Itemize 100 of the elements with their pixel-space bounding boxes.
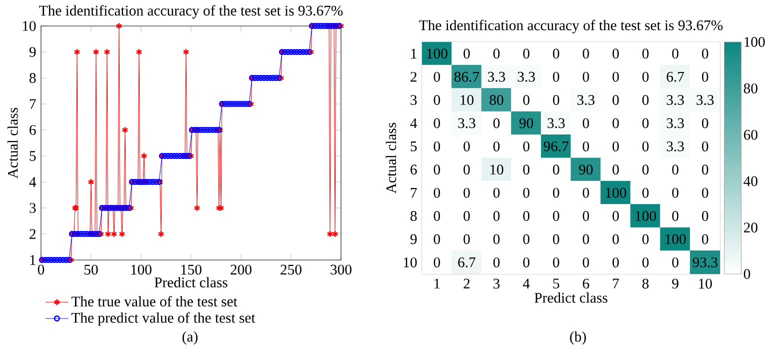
data-label: 93.3	[692, 257, 718, 268]
color-bar-label: 80	[744, 83, 758, 94]
data-label: 0	[523, 234, 530, 244]
data-label: 0	[434, 257, 440, 268]
data-label: 96.7	[544, 141, 568, 152]
x-axis-title: Predict class	[534, 292, 608, 303]
y-axis-title: Actual class	[8, 108, 18, 178]
y-tick-label: 5	[410, 142, 417, 152]
data-label: 0	[464, 188, 470, 198]
y-tick-label: 6	[30, 125, 36, 135]
data-label: 90	[519, 118, 534, 128]
x-axis-title: Predict class	[154, 277, 228, 288]
data-label: 3.3	[518, 72, 535, 82]
data-label: 0	[642, 95, 649, 105]
data-label: 0	[672, 164, 678, 175]
data-label: 0	[464, 48, 470, 59]
data-label: 0	[582, 48, 590, 59]
color-bar-label: 100	[744, 37, 765, 47]
data-label: 0	[582, 234, 590, 244]
data-label: 0	[434, 141, 440, 152]
data-label: 0	[434, 72, 440, 82]
y-tick-label: 1	[30, 255, 36, 265]
data-label: 0	[582, 118, 590, 128]
data-label: 6.7	[666, 72, 684, 82]
data-label: 0	[552, 188, 560, 198]
data-label: 3.3	[696, 95, 714, 105]
y-tick-label: 7	[30, 99, 36, 109]
data-label: 0	[552, 211, 560, 221]
data-label: 0	[464, 211, 470, 221]
y-tick-label: 3	[410, 95, 417, 105]
data-label: 0	[582, 141, 590, 152]
data-label: 0	[642, 72, 649, 82]
data-label: 0	[612, 257, 619, 268]
data-label: 0	[552, 95, 560, 105]
data-label: 3.3	[577, 95, 594, 105]
data-label: 100	[666, 234, 686, 244]
data-label: 0	[493, 118, 500, 128]
data-label: 0	[642, 48, 649, 59]
data-label: 0	[523, 188, 530, 198]
y-tick-label: 7	[410, 188, 417, 198]
data-label: 0	[702, 164, 708, 175]
data-label: 0	[582, 211, 590, 221]
data-label: 0	[493, 211, 500, 221]
data-label: 90	[579, 164, 593, 175]
color-bar-label: 40	[744, 176, 758, 186]
chart-title: The identification accuracy of the test set is 93.67%	[419, 20, 723, 34]
y-tick-label: 6	[410, 164, 417, 175]
y-tick-label: 2	[30, 229, 36, 239]
y-tick-label: 2	[410, 72, 416, 82]
data-label: 0	[434, 164, 440, 175]
x-tick-label: 3	[494, 278, 500, 289]
data-label: 0	[434, 188, 440, 198]
data-label: 0	[493, 48, 500, 59]
data-label: 0	[523, 164, 530, 175]
data-label: 0	[493, 234, 500, 244]
data-label: 0	[612, 48, 619, 59]
data-label: 100	[427, 48, 448, 59]
data-label: 0	[434, 95, 440, 105]
data-label: 0	[552, 257, 560, 268]
x-tick-label: 300	[330, 264, 352, 275]
data-label: 0	[464, 141, 470, 152]
x-tick-label: 150	[181, 264, 202, 275]
data-label: 3.3	[666, 95, 684, 105]
data-label: 0	[552, 164, 560, 175]
x-tick-label: 4	[522, 278, 530, 288]
legend-label: The predict value of the test set	[72, 312, 256, 326]
data-label: 0	[523, 141, 530, 152]
data-label: 0	[582, 257, 590, 268]
y-tick-label: 4	[29, 177, 36, 187]
data-label: 0	[642, 257, 649, 268]
text: (b)	[570, 331, 586, 345]
data-label: 0	[523, 95, 530, 105]
data-label: 0	[582, 72, 590, 82]
x-tick-label: 50	[84, 264, 98, 275]
x-tick-label: 200	[230, 264, 252, 275]
x-tick-label: 8	[642, 278, 649, 289]
y-tick-label: 9	[410, 234, 417, 244]
data-label: 0	[612, 234, 619, 244]
x-tick-label: 1	[434, 278, 440, 288]
data-label: 0	[523, 48, 530, 59]
data-label: 0	[612, 118, 619, 128]
y-tick-label: 5	[30, 151, 36, 161]
data-label: 0	[493, 141, 500, 152]
legend-label: The true value of the test set	[72, 296, 238, 306]
y-tick-label: 3	[30, 203, 36, 213]
data-label: 100	[636, 211, 656, 221]
data-label: 0	[523, 257, 530, 268]
data-label: 3.3	[548, 118, 565, 128]
x-tick-label: 10	[699, 278, 712, 289]
x-tick-label: 9	[672, 278, 678, 289]
color-bar-label: 20	[744, 222, 758, 233]
data-label: 0	[702, 118, 708, 128]
data-label: 0	[612, 95, 619, 105]
data-label: 0	[672, 48, 678, 59]
data-label: 0	[464, 234, 470, 244]
data-label: 0	[612, 72, 619, 82]
y-tick-label: 10	[404, 257, 417, 268]
text: (a)	[182, 331, 198, 345]
data-label: 0	[493, 257, 500, 268]
data-label: 3.3	[488, 72, 506, 82]
